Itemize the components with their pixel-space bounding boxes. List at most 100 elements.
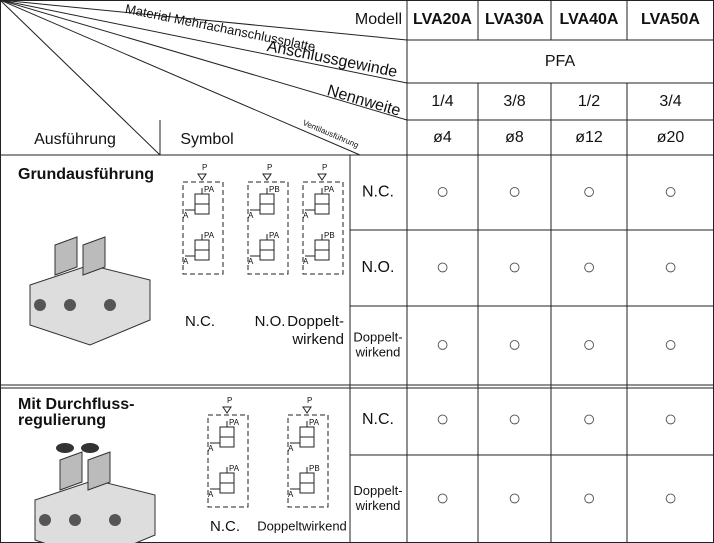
- port-label: PA: [204, 231, 215, 240]
- header-label: Anschlussgewinde: [265, 38, 398, 81]
- material: PFA: [545, 53, 576, 70]
- availability: ○: [436, 254, 449, 279]
- port-label: A: [288, 444, 294, 453]
- availability: ○: [508, 331, 521, 356]
- base: [29, 264, 151, 346]
- dashed-box: [207, 414, 249, 508]
- availability: ○: [582, 331, 595, 356]
- availability: ○: [582, 254, 595, 279]
- model-name: LVA20A: [413, 11, 472, 28]
- availability: ○: [664, 406, 677, 431]
- thread: 1/4: [431, 93, 453, 110]
- bore: ø12: [575, 129, 603, 146]
- port: [39, 514, 51, 526]
- supply-arrow: [317, 173, 327, 181]
- valve-block: [59, 451, 83, 491]
- row-label: Doppelt-: [353, 329, 402, 344]
- port-label: PA: [204, 185, 215, 194]
- port: [104, 299, 116, 311]
- section-title: Grundausführung: [18, 166, 154, 183]
- dashed-box: [182, 181, 224, 275]
- availability: ○: [508, 178, 521, 203]
- port-label: A: [303, 257, 309, 266]
- availability: ○: [664, 178, 677, 203]
- port: [109, 514, 121, 526]
- symbol-caption: N.C.: [185, 313, 215, 330]
- availability: ○: [436, 178, 449, 203]
- symbol-caption: N.C.: [210, 518, 240, 535]
- product-image: [29, 236, 151, 346]
- port-label: A: [288, 490, 294, 499]
- model-name: LVA40A: [560, 11, 619, 28]
- section-title: Mit Durchfluss-: [18, 396, 134, 413]
- header-label: Modell: [355, 11, 402, 28]
- header-label: Nennweite: [325, 82, 402, 120]
- port-label: P: [227, 396, 232, 405]
- valve-block: [82, 236, 106, 276]
- bore: ø20: [657, 129, 685, 146]
- valve-symbol: PA A PB A P: [302, 163, 344, 275]
- port-label: P: [267, 163, 272, 172]
- valve-symbol: PA A PA A P: [182, 163, 224, 275]
- valve-block: [54, 236, 78, 276]
- rule: [0, 0, 408, 41]
- port-label: P: [307, 396, 312, 405]
- rule: [0, 0, 161, 156]
- row-label: Doppelt-: [353, 483, 402, 498]
- knob: [81, 443, 99, 453]
- dashed-box: [302, 181, 344, 275]
- port: [69, 514, 81, 526]
- dashed-box: [247, 181, 289, 275]
- port-label: PA: [309, 418, 320, 427]
- availability: ○: [508, 254, 521, 279]
- availability: ○: [664, 485, 677, 510]
- row-label: N.C.: [362, 411, 394, 428]
- port-label: A: [303, 211, 309, 220]
- availability: ○: [436, 406, 449, 431]
- port-label: A: [183, 257, 189, 266]
- supply-arrow: [262, 173, 272, 181]
- valve-symbol: PB A PA A P: [247, 163, 289, 275]
- bore: ø8: [505, 129, 524, 146]
- symbol-caption: N.O.: [255, 313, 286, 330]
- port-label: PA: [269, 231, 280, 240]
- valve-symbol: PA A PA A P: [207, 396, 249, 508]
- availability: ○: [508, 485, 521, 510]
- supply-arrow: [302, 406, 312, 414]
- port-label: A: [248, 257, 254, 266]
- base: [34, 479, 156, 543]
- thread: 3/8: [503, 93, 525, 110]
- port: [34, 299, 46, 311]
- port-label: P: [322, 163, 327, 172]
- availability: ○: [436, 485, 449, 510]
- product-image: [34, 443, 156, 543]
- availability: ○: [582, 485, 595, 510]
- dashed-box: [287, 414, 329, 508]
- model-name: LVA50A: [641, 11, 700, 28]
- supply-arrow: [197, 173, 207, 181]
- symbol-caption: Doppeltwirkend: [257, 518, 347, 533]
- supply-arrow: [222, 406, 232, 414]
- row-label: wirkend: [355, 344, 401, 359]
- header-label: Ausführung: [34, 131, 116, 148]
- port-label: PB: [324, 231, 335, 240]
- valve-symbol: PA A PB A P: [287, 396, 329, 508]
- availability: ○: [508, 406, 521, 431]
- port-label: PB: [269, 185, 280, 194]
- availability: ○: [664, 254, 677, 279]
- knob: [56, 443, 74, 453]
- availability: ○: [582, 406, 595, 431]
- availability: ○: [436, 331, 449, 356]
- thread: 1/2: [578, 93, 600, 110]
- port-label: A: [248, 211, 254, 220]
- port-label: P: [202, 163, 207, 172]
- port-label: PA: [229, 418, 240, 427]
- availability: ○: [664, 331, 677, 356]
- availability: ○: [582, 178, 595, 203]
- section-title: regulierung: [18, 412, 106, 429]
- model-name: LVA30A: [485, 11, 544, 28]
- symbol-caption: Doppelt-: [287, 313, 344, 330]
- port: [64, 299, 76, 311]
- port-label: A: [208, 490, 214, 499]
- port-label: A: [183, 211, 189, 220]
